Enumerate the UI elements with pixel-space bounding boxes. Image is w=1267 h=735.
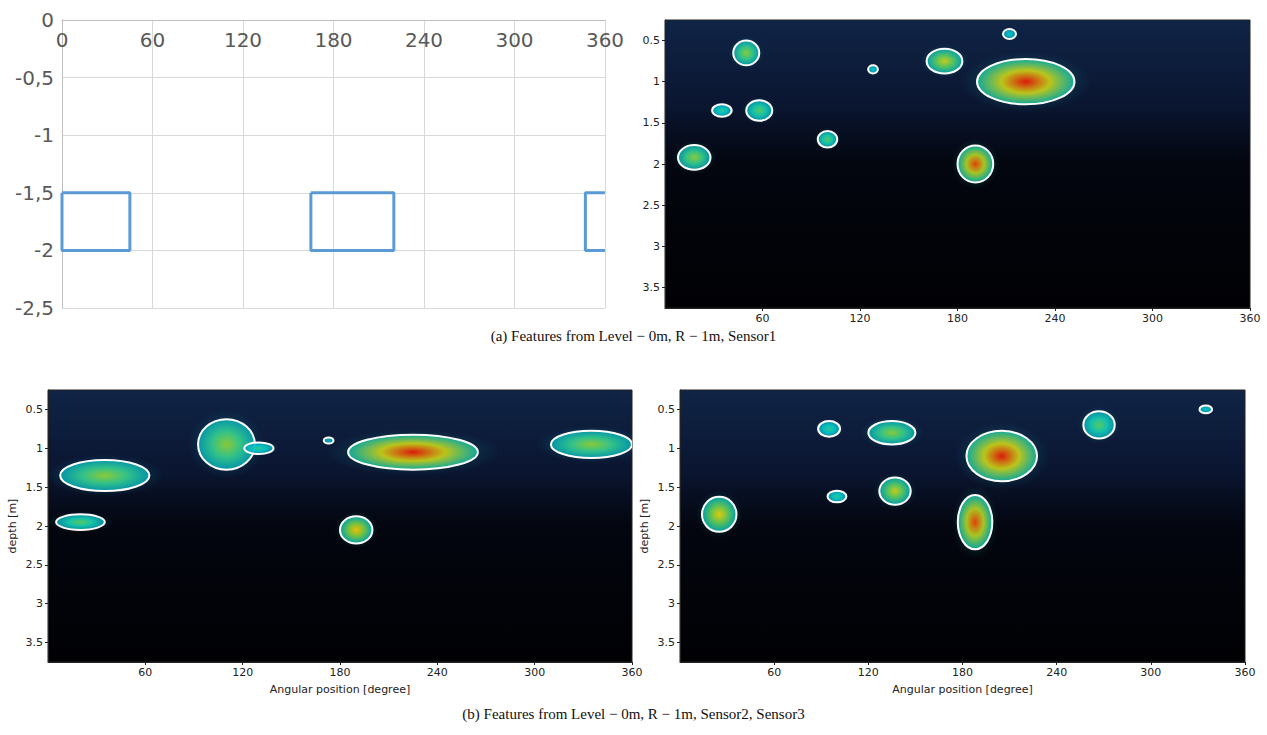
svg-text:60: 60 bbox=[756, 312, 770, 325]
svg-text:120: 120 bbox=[858, 666, 879, 679]
svg-text:300: 300 bbox=[1140, 666, 1161, 679]
svg-text:360: 360 bbox=[622, 666, 643, 679]
svg-text:300: 300 bbox=[495, 28, 533, 52]
svg-text:2: 2 bbox=[36, 520, 43, 533]
svg-text:0.5: 0.5 bbox=[658, 403, 676, 416]
svg-text:1: 1 bbox=[668, 442, 675, 455]
svg-text:(a) Features from Level − 0m,: (a) Features from Level − 0m, R − 1m, Se… bbox=[491, 328, 777, 345]
svg-text:120: 120 bbox=[224, 28, 262, 52]
svg-text:240: 240 bbox=[405, 28, 443, 52]
svg-text:300: 300 bbox=[524, 666, 545, 679]
svg-text:1.5: 1.5 bbox=[658, 481, 676, 494]
svg-text:360: 360 bbox=[1240, 312, 1261, 325]
svg-text:0.5: 0.5 bbox=[643, 34, 661, 47]
svg-text:3: 3 bbox=[36, 597, 43, 610]
svg-text:2.5: 2.5 bbox=[658, 558, 676, 571]
svg-text:2.5: 2.5 bbox=[26, 558, 44, 571]
svg-text:0.5: 0.5 bbox=[26, 403, 44, 416]
svg-text:240: 240 bbox=[1046, 666, 1067, 679]
svg-text:180: 180 bbox=[952, 666, 973, 679]
svg-text:0: 0 bbox=[56, 28, 69, 52]
svg-text:60: 60 bbox=[767, 666, 781, 679]
svg-text:180: 180 bbox=[314, 28, 352, 52]
svg-text:1.5: 1.5 bbox=[643, 116, 661, 129]
svg-text:-1: -1 bbox=[34, 123, 54, 147]
svg-text:(b) Features from Level − 0m,: (b) Features from Level − 0m, R − 1m, Se… bbox=[462, 706, 804, 723]
svg-text:3.5: 3.5 bbox=[658, 636, 676, 649]
svg-text:-2,5: -2,5 bbox=[15, 296, 54, 320]
svg-text:-2: -2 bbox=[34, 238, 54, 262]
svg-text:depth [m]: depth [m] bbox=[6, 499, 19, 554]
svg-text:2: 2 bbox=[653, 158, 660, 171]
svg-text:240: 240 bbox=[427, 666, 448, 679]
svg-text:360: 360 bbox=[1235, 666, 1256, 679]
svg-text:Angular position [degree]: Angular position [degree] bbox=[270, 683, 410, 696]
svg-text:-0,5: -0,5 bbox=[15, 66, 54, 90]
svg-text:120: 120 bbox=[232, 666, 253, 679]
svg-text:120: 120 bbox=[850, 312, 871, 325]
svg-text:60: 60 bbox=[138, 666, 152, 679]
svg-text:60: 60 bbox=[140, 28, 165, 52]
svg-text:1: 1 bbox=[36, 442, 43, 455]
svg-text:3.5: 3.5 bbox=[643, 281, 661, 294]
svg-text:180: 180 bbox=[330, 666, 351, 679]
svg-text:-1,5: -1,5 bbox=[15, 181, 54, 205]
svg-text:Angular position [degree]: Angular position [degree] bbox=[892, 683, 1032, 696]
svg-text:3: 3 bbox=[668, 597, 675, 610]
svg-text:240: 240 bbox=[1045, 312, 1066, 325]
svg-text:180: 180 bbox=[947, 312, 968, 325]
svg-text:300: 300 bbox=[1142, 312, 1163, 325]
svg-text:3.5: 3.5 bbox=[26, 636, 44, 649]
svg-text:2: 2 bbox=[668, 520, 675, 533]
svg-text:1.5: 1.5 bbox=[26, 481, 44, 494]
svg-text:depth [m]: depth [m] bbox=[638, 499, 651, 554]
svg-text:360: 360 bbox=[586, 28, 624, 52]
svg-text:0: 0 bbox=[41, 8, 54, 32]
svg-text:3: 3 bbox=[653, 240, 660, 253]
svg-text:1: 1 bbox=[653, 75, 660, 88]
svg-text:2.5: 2.5 bbox=[643, 199, 661, 212]
